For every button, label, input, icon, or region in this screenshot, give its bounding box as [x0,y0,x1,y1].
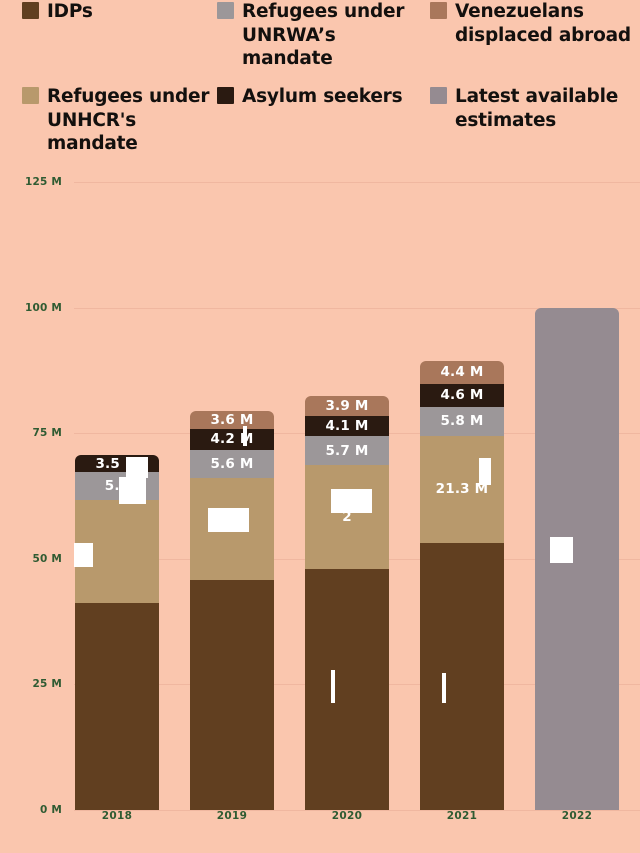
legend-label-latest-estimates: Latest available estimates [455,86,619,131]
y-axis-label-125M: 125 M [24,176,62,188]
bar-segment-2020-unhcr[interactable]: 2 [305,464,389,569]
x-axis-label-2020: 2020 [331,810,363,822]
bar-segment-2020-asylum[interactable]: 4.1 M [305,415,389,437]
legend-swatch-latest-estimates [430,87,447,104]
bar-segment-label-2021-unrwa: 5.8 M [440,413,484,430]
legend-label-asylum-seekers: Asylum seekers [242,86,403,107]
bar-segment-2021-idps[interactable] [420,542,504,810]
occlusion-box-4 [243,426,247,446]
occlusion-box-7 [479,458,491,485]
bar-segment-label-2020-unhcr: 2 [342,508,352,525]
bar-segment-label-2021-venezuelans: 4.4 M [440,364,484,381]
bar-group-2021[interactable]: 4.4 M 4.6 M 5.8 M 21.3 M 2021 [420,172,504,853]
x-axis-label-2022: 2022 [561,810,593,822]
x-axis-label-2021: 2021 [446,810,478,822]
occlusion-box-9 [550,537,573,563]
occlusion-box-3 [208,508,249,532]
bar-segment-2021-unhcr[interactable]: 21.3 M [420,435,504,543]
bar-stack-2019[interactable]: 3.6 M 4.2 M 5.6 M [190,410,274,810]
bar-segment-label-2019-asylum: 4.2 M [210,431,254,448]
bar-segment-2020-idps[interactable] [305,568,389,810]
legend-item-unhcr: Refugees under UNHCR's mandate [22,85,212,156]
occlusion-box-2 [126,457,148,478]
bar-group-2018[interactable]: 3.5 M 5.5 2018 [75,172,159,853]
bar-segment-2019-unrwa[interactable]: 5.6 M [190,449,274,478]
bar-segment-label-2019-unrwa: 5.6 M [210,455,254,472]
bar-segment-2020-venezuelans[interactable]: 3.9 M [305,396,389,416]
legend-label-unhcr: Refugees under UNHCR's mandate [47,86,210,155]
occlusion-box-5 [331,489,372,513]
bar-segment-label-2020-asylum: 4.1 M [325,417,369,434]
chart-legend: IDPs Refugees under UNRWA’s mandate Vene… [0,0,640,172]
bar-group-2022[interactable]: 2022 [535,172,619,853]
bar-group-2019[interactable]: 3.6 M 4.2 M 5.6 M 2019 [190,172,274,853]
legend-label-venezuelans: Venezuelans displaced abroad [455,1,631,46]
bar-segment-label-2020-unrwa: 5.7 M [325,442,369,459]
legend-label-idps: IDPs [47,1,93,22]
bar-segment-2018-idps[interactable] [75,602,159,810]
legend-swatch-asylum-seekers [217,87,234,104]
legend-item-venezuelans: Venezuelans displaced abroad [430,0,635,47]
legend-swatch-idps [22,2,39,19]
bar-stack-2018[interactable]: 3.5 M 5.5 [75,454,159,810]
bar-stack-2020[interactable]: 3.9 M 4.1 M 5.7 M 2 [305,396,389,810]
y-axis-label-0M: 0 M [39,804,62,816]
bar-segment-label-2020-venezuelans: 3.9 M [325,397,369,414]
occlusion-box-6 [331,670,335,703]
y-axis-label-25M: 25 M [32,678,62,691]
legend-item-unrwa: Refugees under UNRWA’s mandate [217,0,412,71]
bar-segment-2020-unrwa[interactable]: 5.7 M [305,436,389,465]
bar-segment-2021-unrwa[interactable]: 5.8 M [420,406,504,436]
y-axis-label-75M: 75 M [32,427,62,440]
bar-stack-2021[interactable]: 4.4 M 4.6 M 5.8 M 21.3 M [420,361,504,810]
bar-segment-2019-idps[interactable] [190,580,274,810]
x-axis-label-2018: 2018 [101,810,133,822]
gridline-125M [74,182,640,183]
bar-segment-label-2021-asylum: 4.6 M [440,387,484,404]
x-axis-label-2019: 2019 [216,810,248,822]
occlusion-box-0 [74,543,93,567]
bar-group-2020[interactable]: 3.9 M 4.1 M 5.7 M 2 2020 [305,172,389,853]
legend-swatch-unrwa [217,2,234,19]
bar-segment-2021-asylum[interactable]: 4.6 M [420,383,504,407]
bar-stack-2022[interactable] [535,307,619,810]
legend-swatch-unhcr [22,87,39,104]
legend-swatch-venezuelans [430,2,447,19]
chart-plot-area: 0 M 25 M 50 M 75 M 100 M 125 M 3.5 M 5.5 2018 3.… [0,172,640,853]
bar-segment-label-2019-venezuelans: 3.6 M [210,411,254,428]
occlusion-box-8 [442,673,446,703]
bar-segment-2022-latest[interactable] [535,307,619,810]
y-axis-label-100M: 100 M [24,301,62,314]
legend-item-latest-estimates: Latest available estimates [430,85,635,132]
legend-item-asylum-seekers: Asylum seekers [217,85,417,109]
bar-segment-2021-venezuelans[interactable]: 4.4 M [420,361,504,384]
bar-segment-label-2021-unhcr: 21.3 M [435,481,489,498]
bar-segment-2019-venezuelans[interactable]: 3.6 M [190,410,274,429]
legend-item-idps: IDPs [22,0,207,24]
gridline-0M [74,810,640,811]
legend-label-unrwa: Refugees under UNRWA’s mandate [242,1,405,70]
occlusion-box-1 [119,477,146,504]
bar-segment-2019-asylum[interactable]: 4.2 M [190,428,274,450]
y-axis-label-50M: 50 M [32,552,62,565]
gridline-100M [74,307,640,309]
